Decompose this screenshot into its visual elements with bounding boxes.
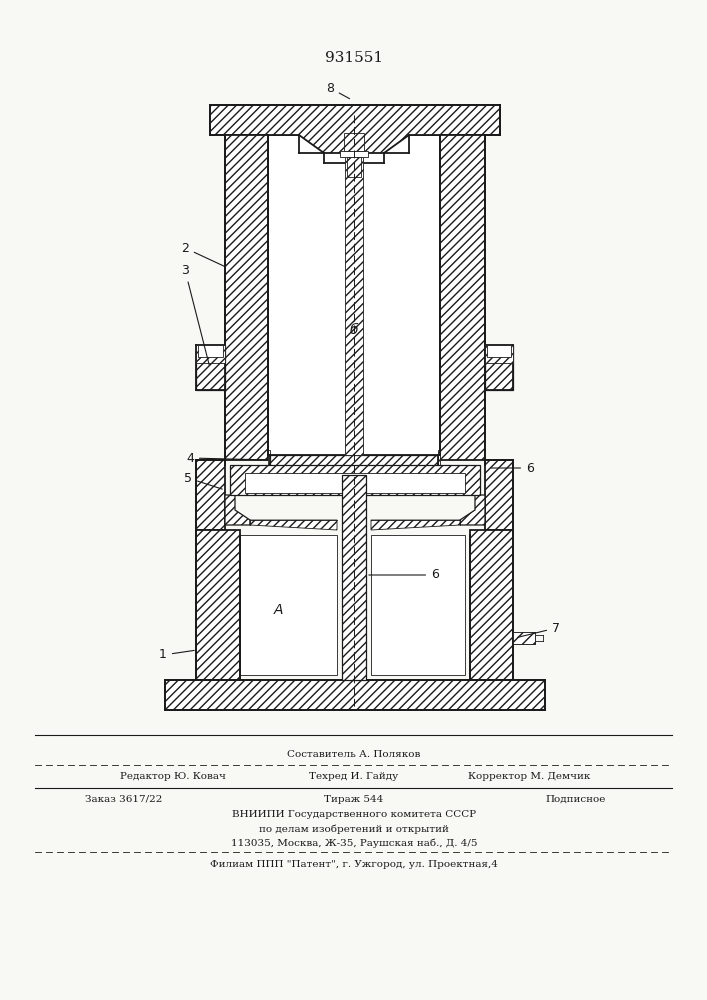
Bar bbox=[438, 450, 440, 480]
Text: 5: 5 bbox=[184, 472, 223, 489]
Bar bbox=[485, 460, 513, 530]
Bar bbox=[196, 460, 225, 530]
Polygon shape bbox=[460, 495, 485, 525]
Text: Заказ 3617/22: Заказ 3617/22 bbox=[85, 795, 163, 804]
Bar bbox=[268, 450, 270, 480]
Bar bbox=[371, 535, 465, 675]
Text: Техред И. Гайду: Техред И. Гайду bbox=[310, 772, 399, 781]
Text: Составитель А. Поляков: Составитель А. Поляков bbox=[287, 750, 421, 759]
Text: Подписное: Подписное bbox=[545, 795, 605, 804]
Polygon shape bbox=[210, 105, 500, 153]
Text: 3: 3 bbox=[181, 263, 209, 365]
Bar bbox=[196, 345, 225, 390]
Bar bbox=[245, 473, 465, 493]
Polygon shape bbox=[225, 495, 250, 525]
Bar bbox=[345, 153, 363, 455]
Bar bbox=[371, 520, 460, 525]
Text: по делам изобретений и открытий: по делам изобретений и открытий bbox=[259, 824, 449, 834]
Bar bbox=[196, 530, 240, 680]
Bar bbox=[250, 520, 337, 525]
Bar bbox=[344, 133, 364, 151]
Bar bbox=[513, 632, 535, 644]
Bar bbox=[198, 345, 223, 357]
Text: 6: 6 bbox=[369, 568, 439, 582]
Bar bbox=[225, 135, 268, 460]
Text: Филиам ППП "Патент", г. Ужгород, ул. Проектная,4: Филиам ППП "Патент", г. Ужгород, ул. Про… bbox=[210, 860, 498, 869]
Text: Тираж 544: Тираж 544 bbox=[325, 795, 384, 804]
Text: 8: 8 bbox=[326, 82, 349, 99]
Bar bbox=[230, 465, 480, 495]
Bar bbox=[470, 530, 513, 680]
Bar bbox=[347, 157, 361, 177]
Bar bbox=[196, 345, 225, 363]
Polygon shape bbox=[250, 520, 337, 530]
Bar bbox=[165, 680, 545, 710]
Text: 6: 6 bbox=[491, 462, 534, 475]
Text: 931551: 931551 bbox=[325, 51, 383, 65]
Bar bbox=[268, 135, 440, 455]
Bar bbox=[340, 151, 368, 157]
Text: 4: 4 bbox=[186, 452, 267, 464]
Text: б: б bbox=[350, 323, 358, 337]
Text: 113035, Москва, Ж-35, Раушская наб., Д. 4/5: 113035, Москва, Ж-35, Раушская наб., Д. … bbox=[230, 838, 477, 848]
Text: 1: 1 bbox=[159, 648, 194, 662]
Text: 7: 7 bbox=[518, 621, 560, 637]
Bar bbox=[440, 135, 485, 460]
Polygon shape bbox=[371, 520, 460, 530]
Bar bbox=[485, 345, 513, 390]
Text: Корректор М. Демчик: Корректор М. Демчик bbox=[467, 772, 590, 781]
Text: Редактор Ю. Ковач: Редактор Ю. Ковач bbox=[120, 772, 226, 781]
Bar bbox=[487, 345, 511, 357]
Text: А: А bbox=[273, 603, 283, 617]
Text: ВНИИПИ Государственного комитета СССР: ВНИИПИ Государственного комитета СССР bbox=[232, 810, 476, 819]
Bar bbox=[485, 345, 513, 363]
Text: 2: 2 bbox=[181, 241, 226, 267]
Bar bbox=[342, 475, 366, 680]
Bar bbox=[270, 455, 438, 475]
Bar bbox=[240, 535, 337, 675]
